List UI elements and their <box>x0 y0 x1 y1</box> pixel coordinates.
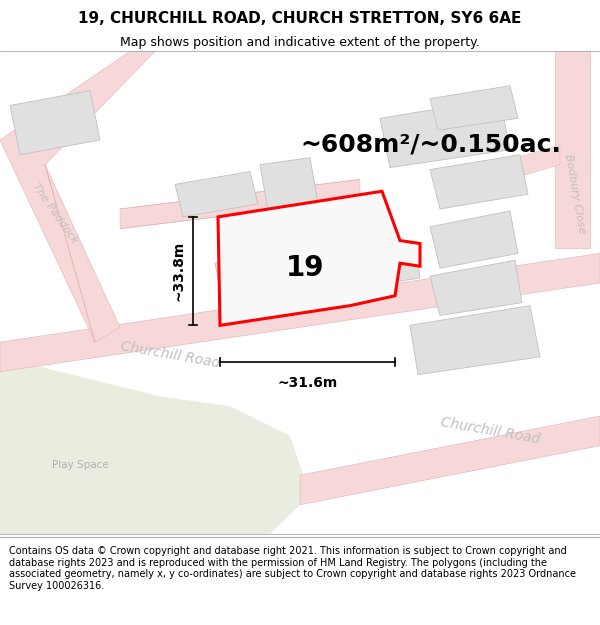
Polygon shape <box>0 357 310 534</box>
Text: ~33.8m: ~33.8m <box>171 241 185 301</box>
Polygon shape <box>218 191 420 326</box>
Text: Churchill Road: Churchill Road <box>439 415 541 446</box>
Text: The Paddock: The Paddock <box>31 182 80 246</box>
Polygon shape <box>10 91 100 155</box>
Text: ~31.6m: ~31.6m <box>277 376 338 389</box>
Polygon shape <box>430 86 518 130</box>
Text: ~608m²/~0.150ac.: ~608m²/~0.150ac. <box>300 133 561 157</box>
Polygon shape <box>410 306 540 374</box>
Text: Bodbury Close: Bodbury Close <box>563 154 587 235</box>
Polygon shape <box>175 171 258 217</box>
Polygon shape <box>380 99 510 168</box>
Polygon shape <box>120 179 360 229</box>
Polygon shape <box>215 251 318 312</box>
Text: 19: 19 <box>286 254 324 282</box>
Polygon shape <box>430 155 528 209</box>
Polygon shape <box>0 51 155 342</box>
Text: 19, CHURCHILL ROAD, CHURCH STRETTON, SY6 6AE: 19, CHURCHILL ROAD, CHURCH STRETTON, SY6… <box>79 11 521 26</box>
Polygon shape <box>460 145 560 194</box>
Polygon shape <box>260 158 318 211</box>
Text: Map shows position and indicative extent of the property.: Map shows position and indicative extent… <box>120 36 480 49</box>
Polygon shape <box>0 253 600 372</box>
Polygon shape <box>430 260 522 316</box>
Polygon shape <box>360 242 420 286</box>
Polygon shape <box>555 51 590 249</box>
Polygon shape <box>300 416 600 505</box>
Text: Churchill Road: Churchill Road <box>119 339 221 371</box>
Polygon shape <box>430 211 518 268</box>
Text: Contains OS data © Crown copyright and database right 2021. This information is : Contains OS data © Crown copyright and d… <box>9 546 576 591</box>
Text: Play Space: Play Space <box>52 461 109 471</box>
